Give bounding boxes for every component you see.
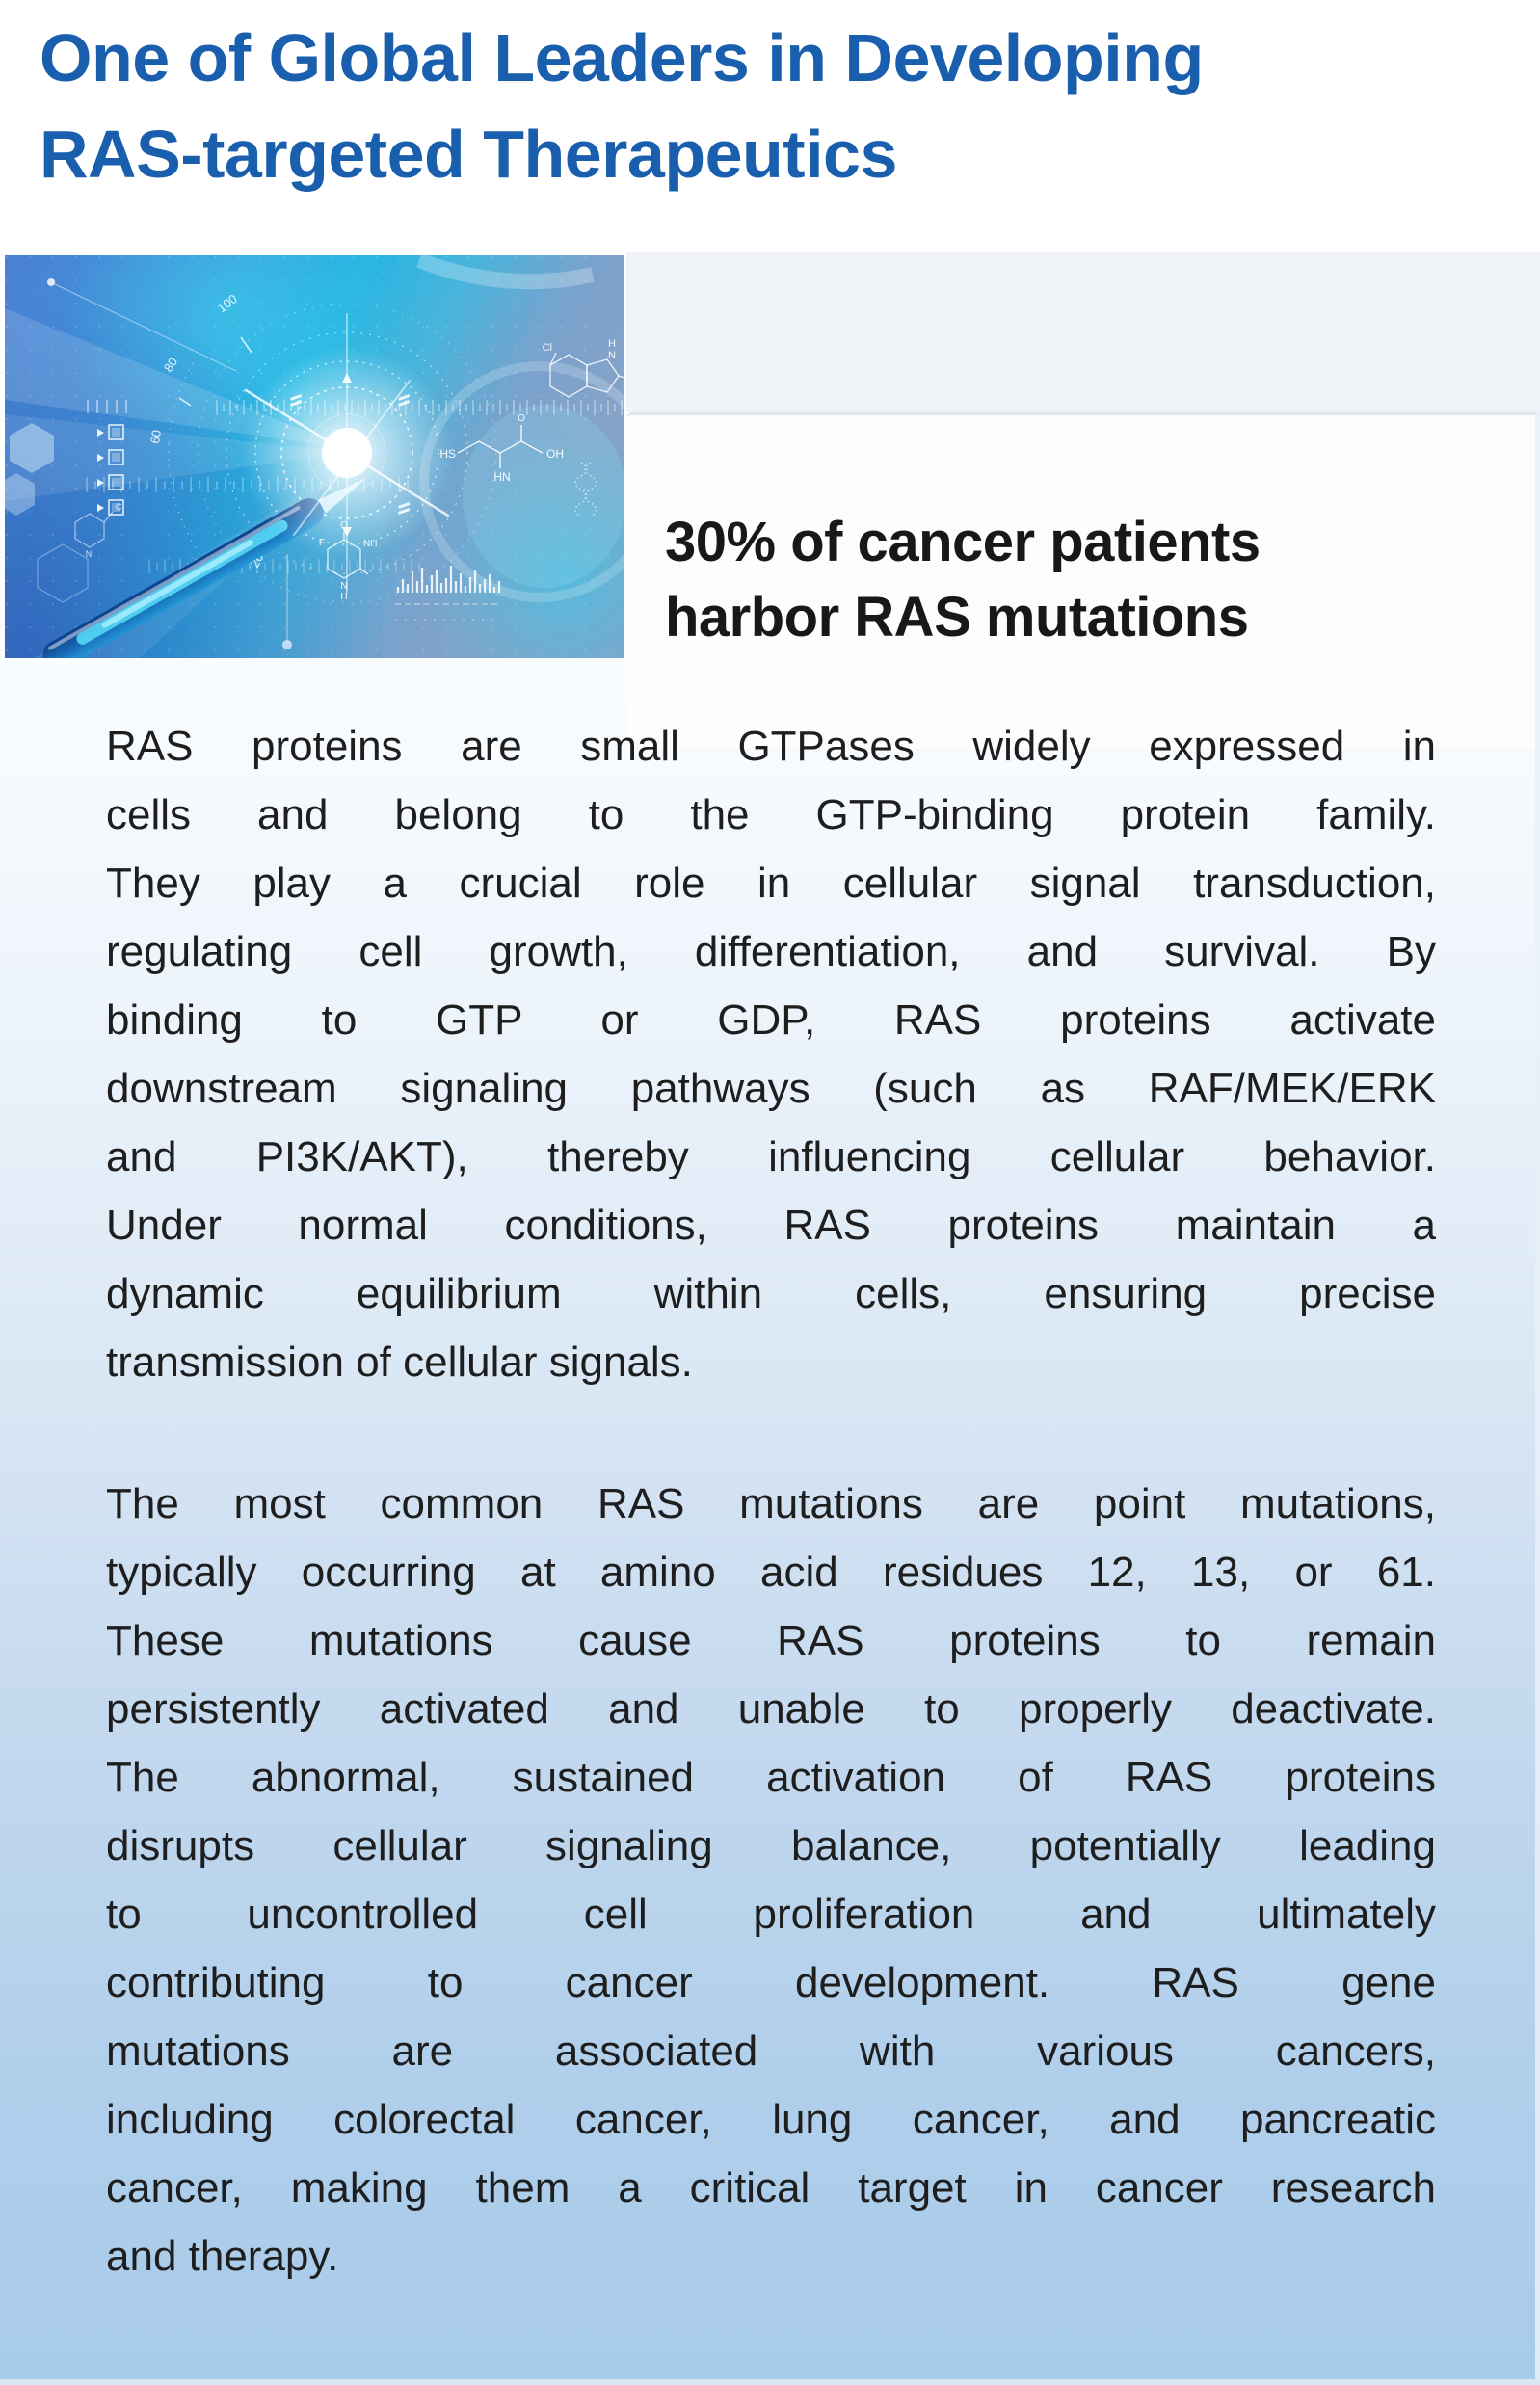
gauge-number-80: 80 (161, 355, 180, 374)
light-flare (241, 347, 453, 559)
chemical-structure-small: C N (74, 502, 122, 559)
chem-label-h: H (608, 338, 616, 350)
text-line: mutations are associated with various ca… (106, 2027, 1436, 2075)
text-line: dynamic equilibrium within cells, ensuri… (106, 1270, 1436, 1317)
text-line: and therapy. (106, 2233, 339, 2280)
page-title: One of Global Leaders in Developing RAS-… (40, 10, 1389, 202)
page-title-line2: RAS-targeted Therapeutics (40, 117, 897, 192)
chem-label-cl: Cl (543, 342, 552, 354)
text-line: to uncontrolled cell proliferation and u… (106, 1891, 1436, 1938)
chem-label-h2: H (340, 592, 347, 602)
text-line: and PI3K/AKT), thereby influencing cellu… (106, 1133, 1436, 1180)
hero-image: 100 80 60 20 Cl H N O (5, 255, 624, 658)
squares-column (97, 424, 124, 516)
text-line: contributing to cancer development. RAS … (106, 1959, 1436, 2006)
text-line: binding to GTP or GDP, RAS proteins acti… (106, 996, 1436, 1044)
text-line: The most common RAS mutations are point … (106, 1480, 1436, 1527)
page-edge-bottom (0, 2379, 1540, 2385)
page-edge-right (1535, 412, 1540, 2385)
hero-backdrop (626, 252, 1540, 412)
text-line: persistently activated and unable to pro… (106, 1685, 1436, 1733)
stat-heading: 30% of cancer patients harbor RAS mutati… (665, 505, 1261, 655)
stat-panel: 30% of cancer patients harbor RAS mutati… (626, 412, 1540, 748)
text-line: RAS proteins are small GTPases widely ex… (106, 723, 1436, 770)
paragraph-ras-overview: RAS proteins are small GTPases widely ex… (106, 712, 1436, 1396)
gauge-number-60: 60 (147, 429, 164, 444)
chem-label-hn: HN (493, 470, 510, 484)
chem-label-o2: O (518, 413, 525, 424)
text-line: downstream signaling pathways (such as R… (106, 1065, 1436, 1112)
text-line: regulating cell growth, differentiation,… (106, 928, 1436, 975)
text-line: typically occurring at amino acid residu… (106, 1549, 1436, 1596)
text-line: cells and belong to the GTP-binding prot… (106, 791, 1436, 838)
chemical-structure-indole: Cl H N O (543, 338, 624, 398)
stat-heading-line1: 30% of cancer patients (665, 511, 1261, 573)
chem-label-oh: OH (546, 447, 564, 461)
waveform-bars (395, 566, 501, 621)
text-line: They play a crucial role in cellular sig… (106, 860, 1436, 907)
hero-image-graphic: 100 80 60 20 Cl H N O (5, 255, 624, 658)
paragraph-ras-mutations: The most common RAS mutations are point … (106, 1470, 1436, 2291)
page-title-line1: One of Global Leaders in Developing (40, 20, 1204, 95)
text-line: Under normal conditions, RAS proteins ma… (106, 1202, 1436, 1249)
text-line: These mutations cause RAS proteins to re… (106, 1617, 1436, 1664)
chem-label-n2: N (340, 581, 347, 592)
text-line: cancer, making them a critical target in… (106, 2164, 1436, 2212)
glass-flask (416, 255, 624, 602)
pipette (42, 477, 367, 658)
text-line: The abnormal, sustained activation of RA… (106, 1754, 1436, 1801)
chem-label-n: N (608, 350, 616, 361)
stat-heading-line2: harbor RAS mutations (665, 586, 1249, 649)
hexagons (5, 423, 89, 603)
text-line: transmission of cellular signals. (106, 1338, 693, 1386)
text-line: disrupts cellular signaling balance, pot… (106, 1822, 1436, 1869)
diagonal-pointer-line (47, 278, 237, 372)
chem-label-c: C (116, 502, 122, 512)
article-body: RAS proteins are small GTPases widely ex… (106, 712, 1436, 2291)
chem-label-n3: N (86, 549, 93, 559)
text-line: including colorectal cancer, lung cancer… (106, 2096, 1436, 2143)
dna-helix-icon (574, 462, 597, 517)
